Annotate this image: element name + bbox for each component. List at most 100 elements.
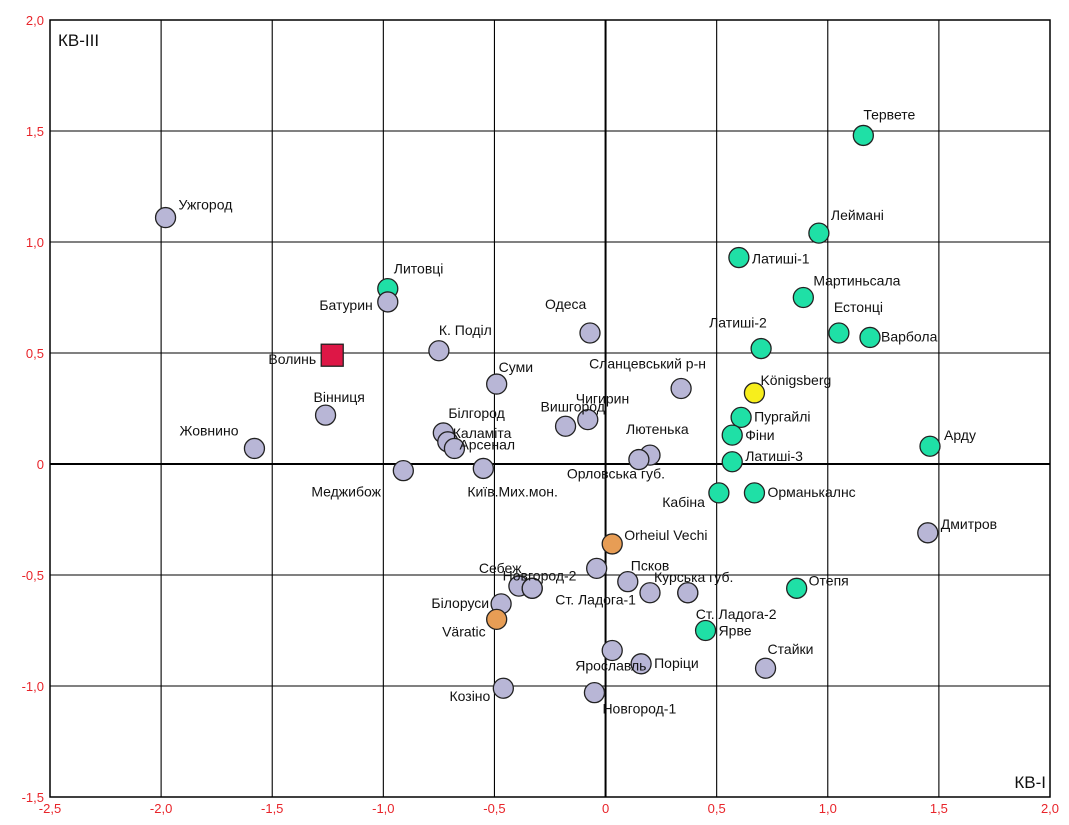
y-tick-label: 1,0 [26, 235, 44, 250]
point-к-поділ-label: К. Поділ [439, 322, 492, 338]
point-латиші-3-label: Латиші-3 [745, 448, 803, 464]
point-псков-marker [617, 571, 639, 593]
point-леймані-marker [808, 222, 830, 244]
point-поріци-marker [630, 653, 652, 675]
point-väratic-marker [486, 608, 508, 631]
point-жовнино-marker [243, 437, 266, 460]
point-стайки-label: Стайки [768, 641, 814, 657]
x-tick-label: 2,0 [1041, 801, 1059, 816]
point-арсенал-marker [443, 437, 466, 460]
point-арду-label: Арду [944, 427, 976, 443]
point-ужгород-label: Ужгород [179, 197, 233, 213]
point-курська-губ-label: Курська губ. [654, 569, 733, 585]
point-меджибож-marker [392, 460, 414, 482]
y-axis-label: КВ-ІІІ [58, 31, 99, 50]
point-латиші-3-marker [721, 451, 743, 473]
data-points [154, 124, 941, 704]
x-tick-label: -0,5 [483, 801, 505, 816]
point-арду-marker [919, 435, 941, 457]
point-каламіта-label: Каламіта [453, 425, 512, 441]
point-меджибож-label: Меджибож [311, 484, 381, 500]
point-вінниця-label: Вінниця [314, 389, 365, 405]
y-tick-label: -1,0 [22, 679, 44, 694]
point-ярве-label: Ярве [719, 623, 752, 639]
point-орманькалнс-marker [743, 482, 766, 504]
point-отепя-marker [786, 577, 808, 599]
point-сланцевський-р-н-marker [670, 377, 692, 400]
point-орловська-губ-label: Орловська губ. [567, 466, 665, 482]
point-königsberg-marker [743, 382, 766, 404]
point-суми-marker [486, 373, 508, 395]
point-ст-ладога-1-label: Ст. Ладога-1 [555, 591, 636, 607]
point-ст-ладога-2-label: Ст. Ладога-2 [696, 606, 777, 622]
point-сланцевський-р-н-label: Сланцевський р-н [589, 356, 706, 372]
x-tick-label: -1,0 [372, 801, 394, 816]
y-tick-label: -0,5 [22, 568, 44, 583]
point-псков-label: Псков [631, 558, 670, 574]
x-tick-label: -1,5 [261, 801, 283, 816]
point-суми-label: Суми [499, 359, 533, 375]
point-пургайлі-marker [730, 406, 752, 429]
point-леймані-label: Леймані [831, 207, 884, 223]
point-кабіна-marker [708, 482, 730, 504]
point-орманькалнс-label: Орманькалнс [767, 484, 855, 500]
point-стайки-marker [754, 657, 777, 679]
x-tick-label: 0 [602, 801, 609, 816]
point-новгород-2-label: Новгород-2 [503, 567, 577, 583]
point-вишгород-marker [554, 415, 577, 437]
point-тервете-marker [852, 124, 874, 147]
point-новгород-1-marker [583, 682, 606, 704]
point-новгород-2-marker [586, 557, 608, 579]
point-литовці-label: Литовці [394, 261, 444, 277]
x-tick-label: -2,5 [39, 801, 61, 816]
point-новгород-1-label: Новгород-1 [602, 701, 676, 717]
y-tick-label: 2,0 [26, 13, 44, 28]
point-варбола-label: Варбола [881, 328, 938, 344]
point-пургайлі-label: Пургайлі [754, 408, 810, 424]
point-волинь-marker [320, 343, 344, 367]
point-батурин-marker [377, 291, 399, 313]
point-білгород-label: Білгород [448, 405, 505, 421]
point-вишгород-label: Вишгород [541, 398, 605, 414]
point-батурин-label: Батурин [319, 297, 372, 313]
point-київ-мих-мон-label: Київ.Мих.мон. [467, 483, 558, 499]
point-orheiul-vechi-label: Orheiul Vechi [624, 527, 707, 543]
point-латиші-1-label: Латиші-1 [752, 251, 810, 267]
point-мартиньсала-marker [792, 286, 814, 309]
point-orheiul-vechi-marker [601, 533, 623, 555]
point-лютенька-label: Лютенька [626, 421, 689, 437]
point-отепя-label: Отепя [809, 572, 849, 588]
point-жовнино-label: Жовнино [179, 422, 238, 438]
point-ст-ладога-2-marker [677, 582, 699, 604]
point-labels: Ужгород Литовці Батурин Волинь К. Поділ Одеса… [179, 106, 998, 716]
point-себеж-label: Себеж [479, 560, 522, 576]
point-козіно-label: Козіно [449, 688, 490, 704]
x-tick-label: 1,0 [819, 801, 837, 816]
point-чигирин-marker [577, 408, 599, 431]
point-козіно-marker [492, 677, 514, 699]
point-латиші-2-label: Латиші-2 [709, 315, 767, 331]
x-tick-label: 0,5 [708, 801, 726, 816]
point-ярославль-marker [601, 639, 623, 662]
point-ярве-marker [694, 619, 717, 642]
point-фіни-marker [721, 424, 743, 446]
point-курська-губ-marker [639, 582, 661, 604]
x-tick-label: -2,0 [150, 801, 172, 816]
point-дмитров-label: Дмитров [941, 516, 997, 532]
point-одеса-label: Одеса [545, 296, 587, 312]
y-tick-label: 0,5 [26, 346, 44, 361]
point-чигирин-label: Чигирин [576, 391, 629, 407]
plot-frame [49, 19, 1051, 798]
point-одеса-marker [579, 322, 601, 344]
y-tick-label: 1,5 [26, 124, 44, 139]
point-волинь-label: Волинь [268, 351, 316, 367]
point-латиші-2-marker [750, 337, 772, 360]
point-тервете-label: Тервете [863, 106, 915, 122]
point-латиші-1-marker [728, 246, 750, 269]
point-königsberg-label: Königsberg [760, 372, 831, 388]
point-арсенал-label: Арсенал [459, 436, 515, 452]
x-axis-label: КВ-І [1014, 773, 1046, 792]
point-естонці-marker [828, 322, 850, 344]
point-ст-ладога-1-marker [521, 577, 543, 599]
point-поріци-label: Поріци [654, 655, 699, 671]
